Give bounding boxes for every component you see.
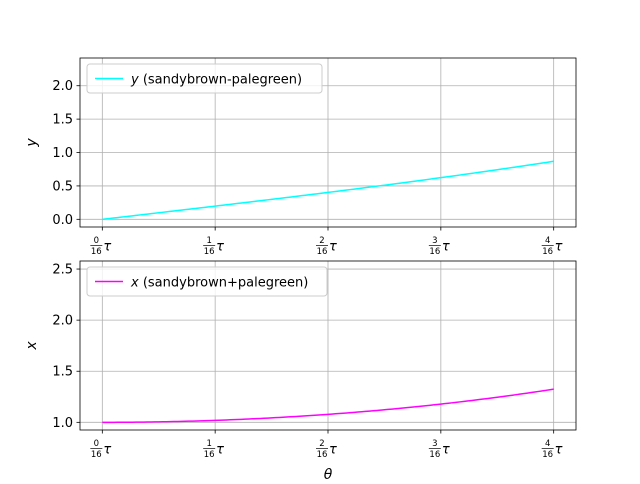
x-tick-label: 316 τ — [428, 439, 450, 460]
y-tick-label: 1.5 — [52, 365, 73, 380]
x-tick-denominator: 16 — [91, 450, 102, 460]
x-tick-symbol: τ — [442, 443, 450, 458]
legend-box — [86, 63, 323, 94]
x-tick-denominator: 16 — [317, 450, 328, 460]
x-tick-numerator: 4 — [545, 236, 550, 246]
y-tick-label: 1.5 — [52, 113, 73, 128]
y-tick-label: 2.0 — [52, 79, 73, 94]
x-tick-denominator: 16 — [91, 247, 102, 257]
y-tick-label: 2.0 — [52, 314, 73, 329]
x-tick-label: 016 τ — [90, 236, 111, 257]
x-tick-numerator: 3 — [432, 236, 437, 246]
x-tick-denominator: 16 — [542, 247, 553, 257]
x-tick-denominator: 16 — [542, 450, 553, 460]
x-tick-denominator: 16 — [204, 450, 215, 460]
x-tick-denominator: 16 — [317, 247, 328, 257]
series-line-x — [102, 388, 554, 424]
x-tick-label: 416 τ — [541, 439, 563, 460]
y-tick-label: 2.5 — [52, 263, 73, 278]
x-tick-numerator: 0 — [94, 236, 99, 246]
legend-variable: x — [130, 276, 139, 291]
legend-box — [86, 266, 328, 297]
x-tick-symbol: τ — [329, 443, 337, 458]
x-tick-numerator: 3 — [432, 439, 437, 449]
x-tick-symbol: τ — [103, 443, 111, 458]
x-tick-symbol: τ — [442, 240, 450, 255]
y-axis-label: x — [24, 341, 40, 351]
y-axis-label: y — [24, 138, 40, 148]
x-tick-label: 116 τ — [203, 439, 224, 460]
x-tick-numerator: 4 — [545, 439, 550, 449]
legend-entry: y (sandybrown-palegreen) — [130, 73, 302, 88]
y-tick-label: 0.0 — [52, 213, 73, 228]
legend-variable: y — [130, 73, 139, 88]
x-tick-symbol: τ — [329, 240, 337, 255]
x-tick-label: 116 τ — [203, 236, 224, 257]
legend-label: (sandybrown-palegreen) — [139, 73, 302, 88]
x-tick-denominator: 16 — [204, 247, 215, 257]
x-tick-numerator: 0 — [94, 439, 99, 449]
x-tick-numerator: 1 — [206, 236, 211, 246]
legend: x (sandybrown+palegreen) — [86, 266, 328, 297]
series-line-y — [102, 160, 554, 221]
x-tick-denominator: 16 — [429, 450, 440, 460]
x-tick-label: 416 τ — [541, 236, 563, 257]
x-tick-label: 016 τ — [90, 439, 111, 460]
x-tick-numerator: 2 — [319, 236, 324, 246]
x-tick-numerator: 1 — [206, 439, 211, 449]
x-tick-symbol: τ — [216, 240, 224, 255]
x-tick-symbol: τ — [103, 240, 111, 255]
x-tick-label: 316 τ — [428, 236, 450, 257]
x-tick-symbol: τ — [555, 240, 563, 255]
y-tick-label: 1.0 — [52, 146, 73, 161]
x-tick-label: 216 τ — [316, 439, 337, 460]
x-axis-label: θ — [324, 467, 333, 480]
legend-entry: x (sandybrown+palegreen) — [130, 276, 308, 291]
x-tick-numerator: 2 — [319, 439, 324, 449]
x-tick-symbol: τ — [216, 443, 224, 458]
legend-label: (sandybrown+palegreen) — [139, 276, 309, 291]
legend: y (sandybrown-palegreen) — [86, 63, 323, 94]
y-tick-label: 0.5 — [52, 179, 73, 194]
y-tick-label: 1.0 — [52, 416, 73, 431]
x-tick-symbol: τ — [555, 443, 563, 458]
x-tick-label: 216 τ — [316, 236, 337, 257]
x-tick-denominator: 16 — [429, 247, 440, 257]
